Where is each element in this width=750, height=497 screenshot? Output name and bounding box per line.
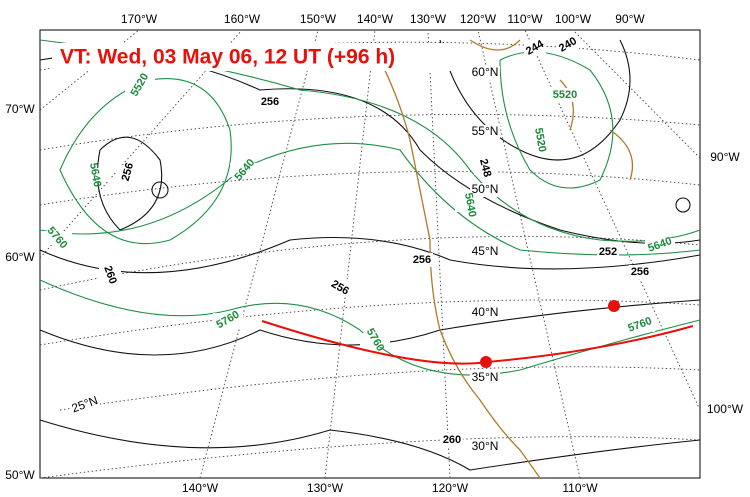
latitude-label: 60°N — [472, 65, 499, 79]
label-background — [411, 253, 433, 267]
latitude-label: 40°N — [472, 305, 499, 319]
contour-label: 248 — [477, 158, 493, 179]
label-background — [557, 38, 579, 52]
label-background — [213, 313, 243, 327]
label-background — [470, 245, 500, 259]
label-background — [470, 66, 500, 80]
label-background — [470, 183, 500, 197]
label-background — [645, 238, 675, 252]
longitude-label: 120°W — [460, 12, 497, 26]
label-background — [455, 198, 485, 212]
contour-label: 260 — [101, 264, 119, 285]
label-background — [259, 95, 281, 109]
contour-label: 256 — [261, 96, 279, 108]
label-background — [230, 163, 260, 177]
label-background — [470, 440, 500, 454]
longitude-label: 140°W — [357, 12, 394, 26]
longitude-label: 90°W — [615, 12, 645, 26]
label-background — [70, 398, 100, 412]
title-background — [52, 43, 455, 71]
longitude-label: 60°W — [5, 250, 35, 264]
longitude-label: 130°W — [307, 481, 344, 495]
height-contours — [39, 39, 701, 471]
contour-label: 5520 — [553, 89, 577, 101]
label-background — [360, 333, 390, 347]
label-background — [474, 161, 496, 175]
label-background — [470, 125, 500, 139]
latitude-label: 35°N — [472, 370, 499, 384]
label-background — [125, 78, 155, 92]
label-background — [550, 88, 580, 102]
title: VT: Wed, 03 May 06, 12 UT (+96 h) — [60, 46, 395, 69]
label-background — [597, 245, 619, 259]
label-background — [470, 306, 500, 320]
coastline — [469, 39, 634, 181]
longitude-label: 160°W — [224, 12, 261, 26]
longitude-label: 110°W — [507, 12, 543, 26]
contour-label: 252 — [599, 246, 617, 258]
longitude-label: 50°W — [5, 468, 35, 482]
contour-label: 5640 — [462, 192, 478, 218]
label-background — [329, 281, 351, 295]
longitude-label: 100°W — [707, 402, 744, 416]
contour-label: 260 — [443, 434, 461, 446]
longitude-label: 150°W — [300, 12, 337, 26]
label-background — [625, 318, 655, 332]
contour-label: 256 — [413, 254, 431, 266]
latitude-label: 45°N — [472, 244, 499, 258]
longitude-label: 120°W — [432, 481, 469, 495]
label-background — [117, 165, 139, 179]
contour-label: 5520 — [532, 127, 548, 153]
latitude-label: 50°N — [472, 182, 499, 196]
marker — [480, 356, 492, 368]
label-background — [524, 41, 546, 55]
label-background — [629, 265, 651, 279]
contour-label: 5640 — [87, 162, 103, 188]
longitude-label: 130°W — [410, 12, 447, 26]
contour-label: 256 — [631, 266, 649, 278]
contour-label: 256 — [120, 162, 136, 183]
label-background — [525, 133, 555, 147]
latitude-label: 30°N — [472, 439, 499, 453]
latitude-label: 55°N — [472, 124, 499, 138]
label-background — [42, 231, 72, 245]
longitude-label: 110°W — [562, 481, 598, 495]
longitude-label: 170°W — [121, 12, 158, 26]
longitude-label: 90°W — [710, 150, 740, 164]
label-background — [99, 268, 121, 282]
label-background — [80, 168, 110, 182]
longitude-label: 70°W — [5, 102, 35, 116]
coastline — [379, 59, 541, 479]
longitude-label: 100°W — [555, 12, 592, 26]
label-background — [470, 371, 500, 385]
marker — [608, 300, 620, 312]
longitude-label: 140°W — [182, 481, 219, 495]
label-background — [441, 433, 463, 447]
